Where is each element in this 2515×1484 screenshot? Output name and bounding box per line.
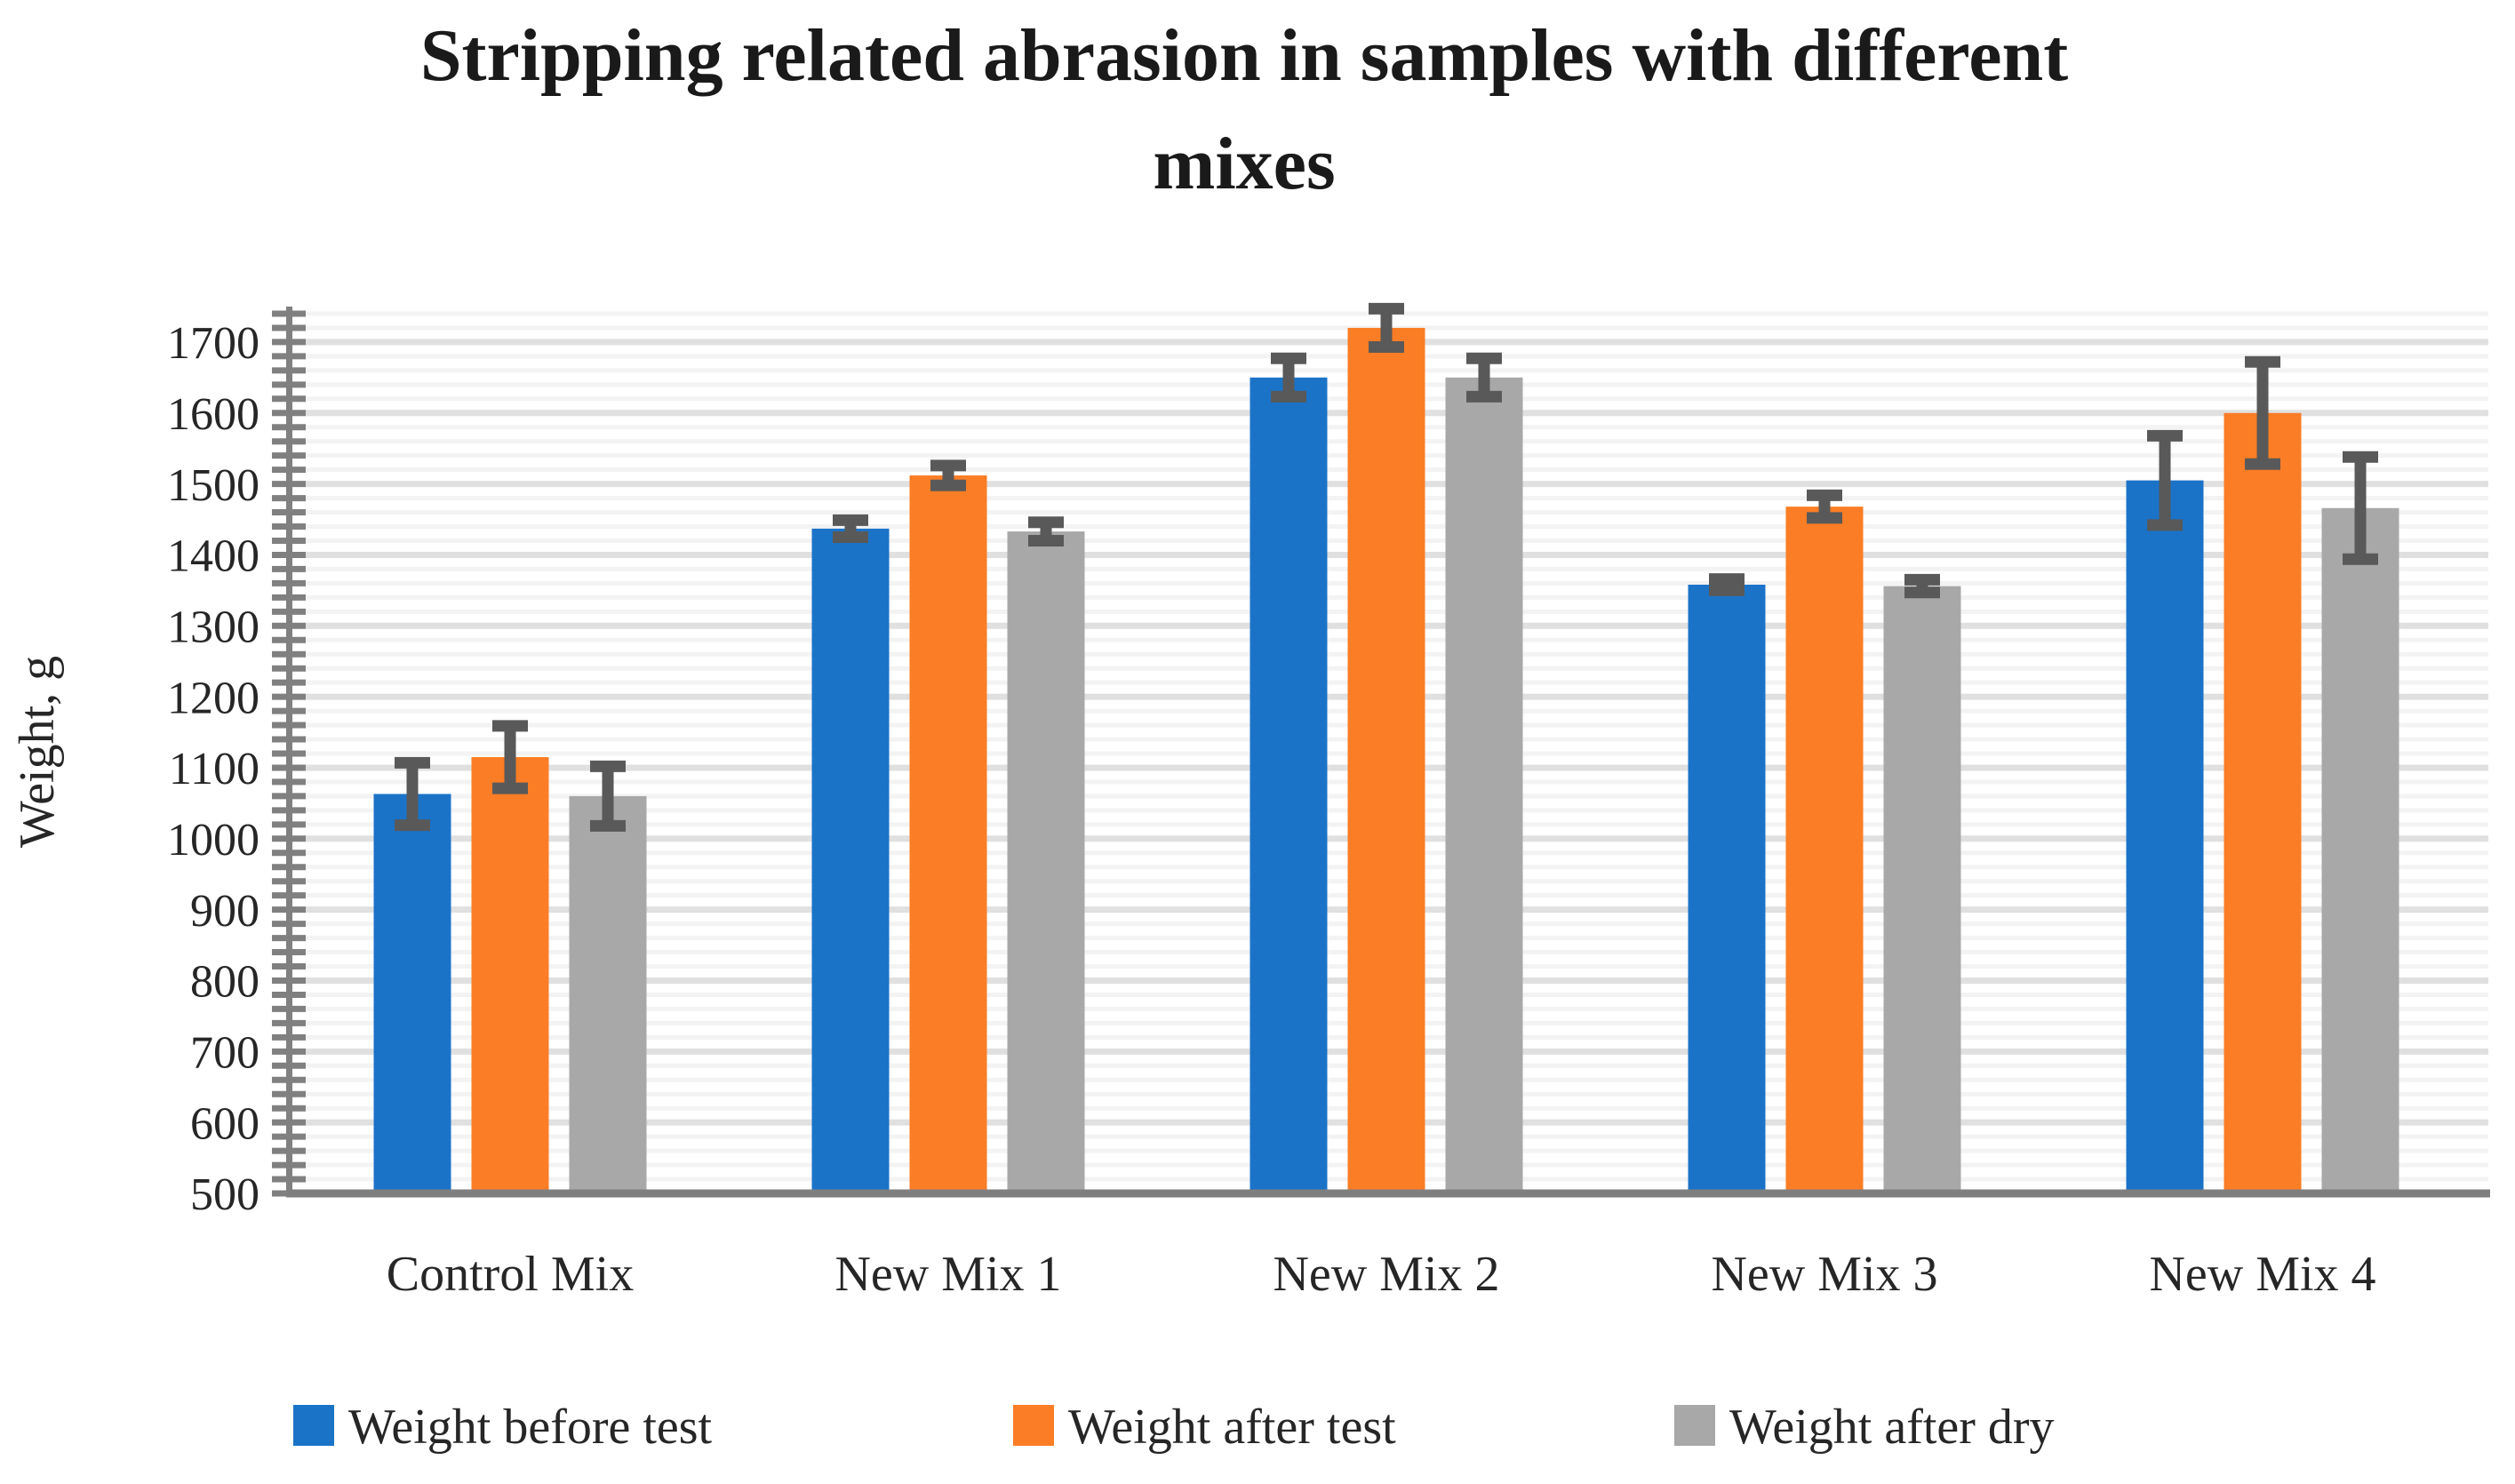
legend-label: Weight before test [348,1400,713,1455]
bars [373,327,2399,1193]
category-label: Control Mix [387,1247,634,1302]
bar [2224,412,2302,1193]
legend-label: Weight after test [1068,1400,1396,1455]
legend-item: Weight after test [1013,1400,1396,1455]
category-label: New Mix 3 [1711,1247,1937,1302]
y-tick-label: 500 [190,1169,259,1220]
legend-swatch [1674,1405,1715,1446]
bar [1688,584,1766,1193]
y-tick-label: 1500 [167,460,259,511]
bar [2126,480,2204,1193]
y-tick-label: 1700 [167,318,259,369]
category-label: New Mix 2 [1273,1247,1499,1302]
bar [2321,507,2399,1193]
y-tick-label: 1600 [167,389,259,440]
chart-title-line-2: mixes [1153,123,1335,205]
legend-label: Weight after dry [1729,1400,2055,1455]
legend: Weight before test Weight after test Weigh… [293,1400,2055,1455]
bar [1883,586,1961,1193]
bar [569,795,647,1193]
legend-item: Weight after dry [1674,1400,2055,1455]
y-tick-label: 1100 [169,744,259,794]
bar [1250,377,1328,1193]
legend-item: Weight before test [293,1400,713,1455]
y-tick-label: 600 [190,1098,259,1149]
legend-swatch [293,1405,334,1446]
legend-swatch [1013,1405,1054,1446]
chart-title-line-1: Stripping related abrasion in samples wi… [420,14,2068,97]
category-label: New Mix 1 [834,1247,1061,1302]
y-tick-label: 1200 [167,673,259,723]
bar [1785,507,1864,1193]
bar [1445,377,1523,1193]
bar [811,528,890,1193]
category-label: New Mix 4 [2149,1247,2375,1302]
bar [373,794,451,1193]
error-bars [395,302,2378,832]
y-tick-label: 1000 [167,815,259,866]
y-tick-label: 700 [190,1028,259,1079]
bar [1347,327,1425,1193]
y-tick-label: 1400 [167,531,259,582]
y-tick-label: 900 [190,886,259,937]
bar [471,756,549,1193]
y-tick-label: 1300 [167,602,259,652]
axes [272,307,2490,1198]
axis-labels: Weight, g 500 600 700 800 900 1000 1100 1200 130… [10,318,2376,1302]
y-axis-title: Weight, g [10,656,65,848]
chart-title: Stripping related abrasion in samples wi… [420,14,2068,205]
bar [1007,531,1085,1193]
bar [909,475,987,1193]
y-tick-label: 800 [190,957,259,1008]
